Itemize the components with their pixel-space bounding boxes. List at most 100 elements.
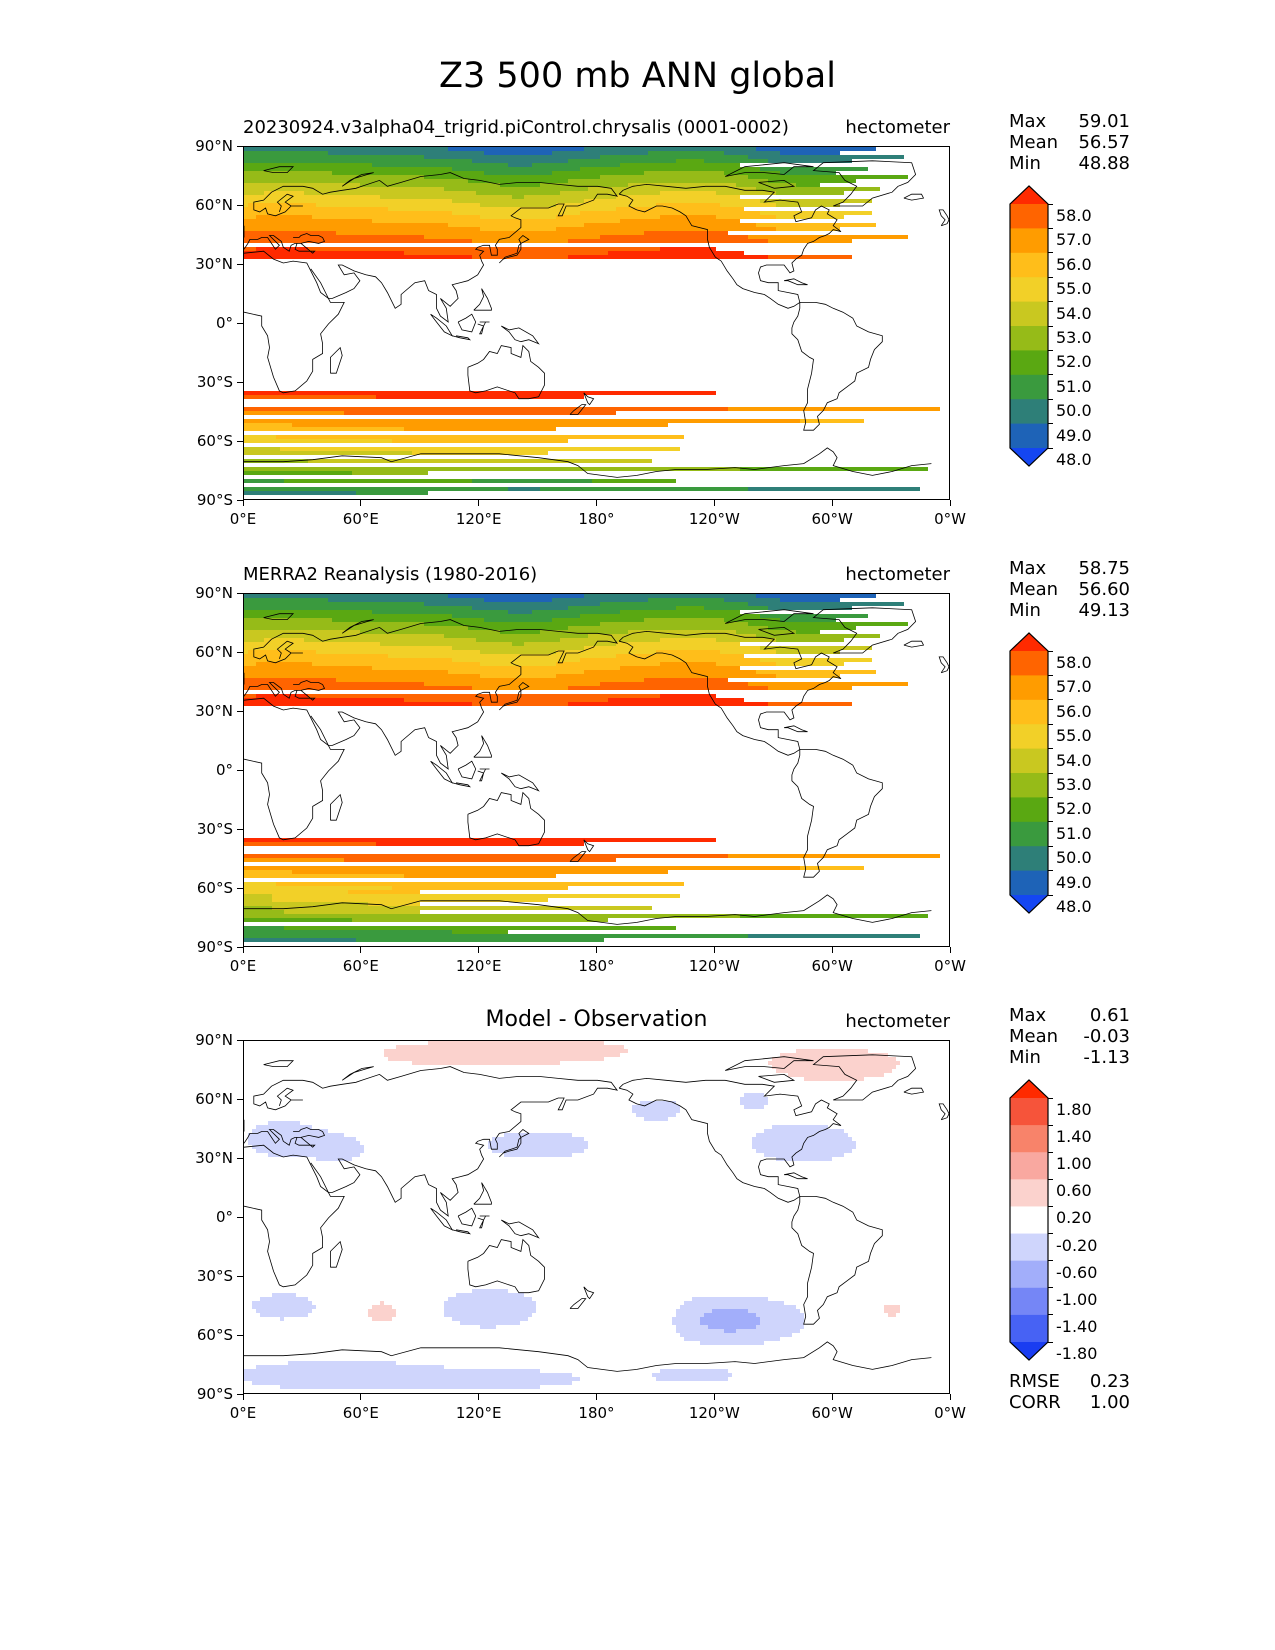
colorbar-label: 1.80 — [1056, 1100, 1092, 1119]
figure-title: Z3 500 mb ANN global — [439, 56, 836, 96]
map-difference — [243, 1040, 950, 1394]
colorbar-label: 53.0 — [1056, 775, 1092, 794]
colorbar-tick — [1048, 723, 1053, 725]
lat-tick-mark — [237, 1216, 243, 1218]
lon-tick-label: 60°E — [342, 510, 379, 528]
stat-label: Min — [1009, 1047, 1041, 1068]
lat-tick-label: 60°N — [195, 643, 233, 661]
map-field — [244, 594, 949, 942]
stat-label: Mean — [1009, 1026, 1059, 1047]
lon-tick-label: 120°W — [688, 510, 740, 528]
lat-tick-mark — [237, 1393, 243, 1395]
colorbar-tick — [1048, 1178, 1053, 1180]
panel-units: hectometer — [845, 564, 950, 585]
lon-tick-mark — [713, 947, 715, 953]
stat-value: 0.23 — [1089, 1371, 1130, 1392]
lat-tick-mark — [237, 1157, 243, 1159]
panel-title: 20230924.v3alpha04_trigrid.piControl.chr… — [243, 117, 789, 138]
lon-tick-mark — [596, 1394, 597, 1400]
stat-value: 56.57 — [1078, 132, 1130, 153]
colorbar-label: 55.0 — [1056, 279, 1092, 299]
lat-tick-mark — [237, 710, 243, 712]
colorbar-label: 0.60 — [1056, 1181, 1092, 1201]
lat-tick-label: 90°N — [195, 1031, 233, 1049]
lon-tick-label: 180° — [578, 510, 615, 528]
stat-label: Max — [1009, 1005, 1047, 1026]
lon-tick-label: 120°E — [455, 510, 502, 528]
colorbar-label: 57.0 — [1056, 677, 1092, 697]
lat-tick-mark — [237, 263, 243, 265]
lat-tick-mark — [237, 592, 243, 594]
lon-tick-label: 0°W — [934, 957, 966, 975]
colorbar-tick — [1048, 203, 1053, 205]
stat-value: 49.13 — [1078, 600, 1130, 621]
lat-tick-label: 60°S — [196, 879, 233, 897]
lon-tick-mark — [596, 947, 597, 953]
lon-tick-mark — [478, 947, 480, 953]
lat-tick-mark — [237, 651, 243, 653]
colorbar-tick — [1048, 1260, 1053, 1262]
colorbar-tick — [1048, 447, 1053, 449]
lon-tick-mark — [596, 500, 597, 506]
colorbar-label: 49.0 — [1056, 425, 1092, 445]
stat-value: -1.13 — [1083, 1047, 1130, 1068]
lon-tick-label: 180° — [578, 1404, 615, 1422]
colorbar-label: 51.0 — [1056, 376, 1092, 396]
colorbar-label: 0.20 — [1056, 1208, 1092, 1228]
lon-tick-mark — [949, 947, 951, 953]
lat-tick-label: 0° — [215, 761, 233, 779]
lat-tick-mark — [237, 1039, 243, 1041]
map-test — [243, 146, 950, 500]
lon-tick-label: 0°E — [229, 510, 257, 528]
colorbar-label: 55.0 — [1056, 726, 1092, 746]
panel-units: hectometer — [845, 117, 950, 138]
lat-tick-mark — [237, 769, 243, 771]
colorbar — [1009, 632, 1049, 914]
colorbar-tick — [1048, 423, 1053, 425]
stat-value: 59.01 — [1078, 111, 1130, 132]
lat-tick-mark — [237, 887, 243, 889]
lat-tick-label: 30°N — [195, 1149, 233, 1167]
colorbar-label: 1.40 — [1056, 1127, 1092, 1147]
colorbar-tick — [1048, 1205, 1053, 1207]
panel-title: MERRA2 Reanalysis (1980-2016) — [243, 564, 538, 585]
lon-tick-mark — [360, 1394, 362, 1400]
lon-tick-mark — [713, 1394, 715, 1400]
lat-tick-mark — [237, 946, 243, 948]
lat-tick-mark — [237, 204, 243, 206]
lat-tick-label: 30°S — [196, 373, 233, 391]
coastlines — [244, 607, 949, 925]
colorbar-label: 1.00 — [1056, 1154, 1092, 1174]
stat-label: Max — [1009, 111, 1047, 132]
colorbar-label: 49.0 — [1056, 872, 1092, 892]
lat-tick-mark — [237, 1334, 243, 1336]
colorbar-tick — [1048, 845, 1053, 847]
lon-tick-mark — [949, 1394, 951, 1400]
lon-tick-label: 120°W — [688, 1404, 740, 1422]
colorbar-tick — [1048, 252, 1053, 254]
stat-label: Max — [1009, 558, 1047, 579]
colorbar-tick — [1048, 325, 1053, 327]
colorbar-tick — [1048, 1151, 1053, 1153]
lon-tick-label: 60°W — [811, 957, 853, 975]
lon-tick-mark — [831, 500, 833, 506]
lon-tick-mark — [360, 947, 362, 953]
colorbar-label: 54.0 — [1056, 750, 1092, 770]
lat-tick-label: 90°S — [196, 938, 233, 956]
lat-tick-label: 90°S — [196, 491, 233, 509]
colorbar-label: 58.0 — [1056, 206, 1092, 225]
colorbar-tick — [1048, 796, 1053, 798]
colorbar-tick — [1048, 1314, 1053, 1316]
lat-tick-mark — [237, 1275, 243, 1277]
colorbar-label: 57.0 — [1056, 230, 1092, 250]
lon-tick-mark — [831, 947, 833, 953]
lat-tick-label: 60°N — [195, 1090, 233, 1108]
lat-tick-label: 60°N — [195, 196, 233, 214]
colorbar-label: 50.0 — [1056, 848, 1092, 868]
colorbar-tick — [1048, 821, 1053, 823]
lon-tick-mark — [478, 1394, 480, 1400]
colorbar-wrapper — [1008, 184, 1050, 472]
colorbar-label: -1.80 — [1056, 1344, 1098, 1363]
colorbar-label: 48.0 — [1056, 897, 1092, 916]
lon-tick-label: 60°E — [342, 957, 379, 975]
